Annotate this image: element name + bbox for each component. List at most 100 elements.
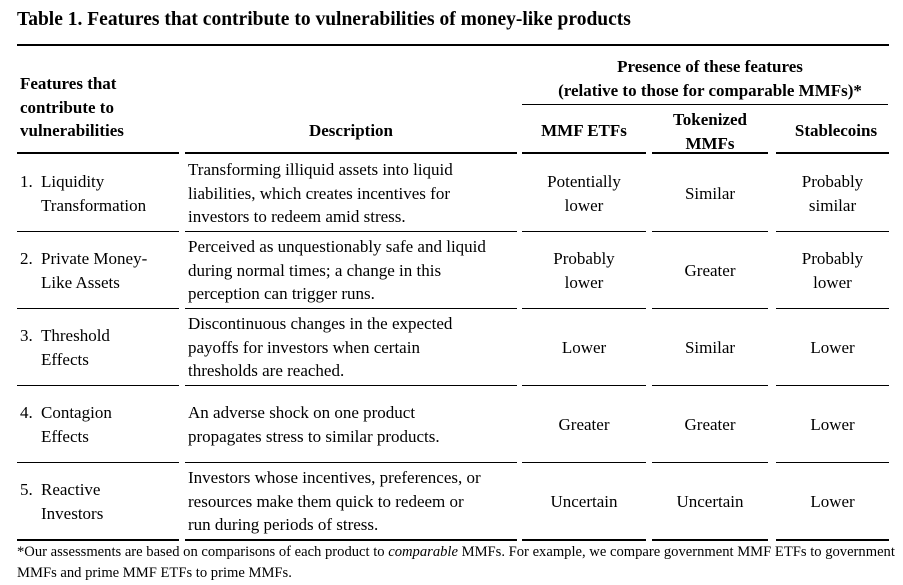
row-rule-stablecoins bbox=[776, 385, 889, 386]
row-rule-description bbox=[185, 462, 517, 463]
feature-number: 1. bbox=[20, 172, 33, 191]
mmf-etfs-cell: Lower bbox=[522, 336, 646, 360]
stablecoins-cell: Probably lower bbox=[776, 247, 889, 294]
mmf-etfs-cell: Uncertain bbox=[522, 490, 646, 514]
row-rule-stablecoins bbox=[776, 462, 889, 463]
header-tokenized-line1: Tokenized bbox=[672, 110, 747, 129]
stablecoins-cell-line: Lower bbox=[810, 337, 855, 357]
description-line: during normal times; a change in this bbox=[188, 260, 442, 280]
feature-name-line: Transformation bbox=[41, 195, 147, 215]
feature-cell: 2. Private Money- Like Assets bbox=[20, 247, 180, 294]
header-features-line3: vulnerabilities bbox=[20, 121, 124, 140]
tokenized-mmfs-cell-line: Similar bbox=[684, 183, 736, 203]
header-presence-line2: (relative to those for comparable MMFs)* bbox=[558, 80, 862, 100]
footnote: *Our assessments are based on comparison… bbox=[17, 542, 897, 584]
tokenized-mmfs-cell: Greater bbox=[652, 413, 768, 437]
header-rule-mmf-etfs bbox=[522, 152, 646, 154]
mmf-etfs-cell-line: Greater bbox=[558, 414, 610, 434]
row-rule-features bbox=[17, 539, 179, 541]
description-line: liabilities, which creates incentives fo… bbox=[188, 183, 450, 203]
row-rule-stablecoins bbox=[776, 539, 889, 541]
mmf-etfs-cell: Probably lower bbox=[522, 247, 646, 294]
mmf-etfs-cell: Potentially lower bbox=[522, 170, 646, 217]
feature-name: Threshold Effects bbox=[41, 324, 110, 371]
feature-name: Liquidity Transformation bbox=[41, 170, 146, 217]
description-line: investors to redeem amid stress. bbox=[188, 207, 406, 227]
row-rule-tokenized bbox=[652, 385, 768, 386]
header-rule-tokenized bbox=[652, 152, 768, 154]
tokenized-mmfs-cell: Similar bbox=[652, 336, 768, 360]
row-rule-description bbox=[185, 308, 517, 309]
stablecoins-cell-line: Lower bbox=[810, 491, 855, 511]
feature-name-line: Liquidity bbox=[41, 172, 105, 191]
row-rule-features bbox=[17, 462, 179, 463]
feature-name-line: Private Money- bbox=[41, 249, 148, 268]
stablecoins-cell-line: Probably bbox=[801, 249, 864, 268]
description-line: Perceived as unquestionably safe and liq… bbox=[188, 237, 486, 257]
row-rule-stablecoins bbox=[776, 308, 889, 309]
description-line: Transforming illiquid assets into liquid bbox=[188, 160, 453, 180]
row-rule-tokenized bbox=[652, 231, 768, 232]
row-rule-stablecoins bbox=[776, 231, 889, 232]
feature-number: 3. bbox=[20, 326, 33, 345]
stablecoins-cell-line: Lower bbox=[810, 414, 855, 434]
row-rule-mmf-etfs bbox=[522, 539, 646, 541]
description-cell: Perceived as unquestionably safe and liq… bbox=[188, 235, 516, 306]
stablecoins-cell: Lower bbox=[776, 490, 889, 514]
tokenized-mmfs-cell: Greater bbox=[652, 259, 768, 283]
row-rule-description bbox=[185, 539, 517, 541]
feature-cell: 4. Contagion Effects bbox=[20, 401, 180, 448]
stablecoins-cell-line: lower bbox=[813, 272, 852, 292]
header-presence: Presence of these features (relative to … bbox=[520, 55, 900, 102]
header-rule-description bbox=[185, 152, 517, 154]
stablecoins-cell: Lower bbox=[776, 413, 889, 437]
feature-number: 2. bbox=[20, 249, 33, 268]
row-rule-mmf-etfs bbox=[522, 385, 646, 386]
feature-name: Reactive Investors bbox=[41, 478, 103, 525]
row-rule-mmf-etfs bbox=[522, 462, 646, 463]
feature-name: Contagion Effects bbox=[41, 401, 112, 448]
title-rule bbox=[17, 44, 889, 46]
row-rule-tokenized bbox=[652, 539, 768, 541]
description-line: perception can trigger runs. bbox=[188, 284, 375, 304]
feature-name-line: Like Assets bbox=[41, 272, 120, 292]
feature-name: Private Money- Like Assets bbox=[41, 247, 147, 294]
header-features: Features that contribute to vulnerabilit… bbox=[20, 72, 124, 143]
description-line: run during periods of stress. bbox=[188, 515, 379, 535]
header-rule-stablecoins bbox=[776, 152, 889, 154]
table-title: Table 1. Features that contribute to vul… bbox=[17, 9, 631, 30]
description-line: Discontinuous changes in the expected bbox=[188, 314, 453, 334]
description-line: Investors whose incentives, preferences,… bbox=[188, 468, 481, 488]
description-cell: Transforming illiquid assets into liquid… bbox=[188, 158, 516, 229]
mmf-etfs-cell-line: Potentially bbox=[547, 172, 621, 191]
feature-name-line: Contagion bbox=[41, 403, 112, 422]
presence-underline bbox=[522, 104, 888, 105]
header-description: Description bbox=[308, 121, 394, 140]
stablecoins-cell-line: Probably bbox=[801, 172, 864, 191]
row-rule-mmf-etfs bbox=[522, 231, 646, 232]
feature-cell: 3. Threshold Effects bbox=[20, 324, 180, 371]
row-rule-mmf-etfs bbox=[522, 308, 646, 309]
header-stablecoins: Stablecoins bbox=[794, 121, 878, 140]
feature-name-line: Effects bbox=[41, 349, 89, 369]
footnote-emphasis: comparable bbox=[388, 544, 458, 560]
footnote-part2: MMFs. For example, we compare government… bbox=[17, 544, 895, 581]
stablecoins-cell-line: similar bbox=[808, 195, 857, 215]
header-mmf-etfs: MMF ETFs bbox=[541, 121, 627, 140]
header-features-line1: Features that bbox=[20, 74, 117, 93]
mmf-etfs-cell-line: Lower bbox=[561, 337, 607, 357]
row-rule-features bbox=[17, 231, 179, 232]
feature-cell: 5. Reactive Investors bbox=[20, 478, 180, 525]
feature-name-line: Investors bbox=[41, 503, 104, 523]
row-rule-tokenized bbox=[652, 308, 768, 309]
description-line: An adverse shock on one product bbox=[188, 403, 416, 422]
row-rule-features bbox=[17, 308, 179, 309]
footnote-part1: *Our assessments are based on comparison… bbox=[17, 544, 389, 560]
description-line: payoffs for investors when certain bbox=[188, 337, 420, 357]
description-line: propagates stress to similar products. bbox=[188, 426, 440, 446]
description-line: thresholds are reached. bbox=[188, 361, 345, 381]
header-presence-line1: Presence of these features bbox=[617, 57, 803, 76]
row-rule-tokenized bbox=[652, 462, 768, 463]
tokenized-mmfs-cell-line: Similar bbox=[684, 337, 736, 357]
row-rule-features bbox=[17, 385, 179, 386]
